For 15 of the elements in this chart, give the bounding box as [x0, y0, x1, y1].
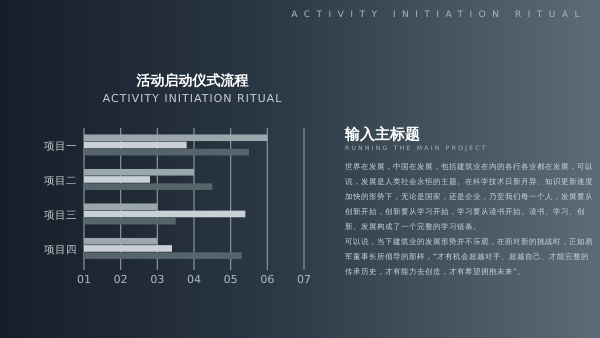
- x-tick-label: 06: [260, 273, 274, 286]
- x-tick-label: 05: [224, 273, 238, 286]
- x-tick-label: 04: [187, 273, 201, 286]
- x-tick-label: 02: [114, 273, 128, 286]
- x-tick-label: 01: [77, 273, 91, 286]
- y-tick-label: 项目一: [44, 140, 77, 152]
- x-tick-label: 07: [297, 273, 311, 286]
- annotation: 输入主标题: [345, 125, 420, 144]
- y-tick-label: 项目四: [44, 244, 77, 256]
- y-tick-label: 项目三: [44, 209, 77, 222]
- subtitle: ACTIVITY INITIATION RITUAL: [102, 92, 284, 105]
- x-tick-label: 03: [150, 273, 164, 286]
- title: 活动启动仪式流程: [136, 72, 250, 90]
- y-tick-label: 项目二: [44, 174, 77, 187]
- annotation: ACTIVITY INITIATION RITUAL: [291, 10, 586, 20]
